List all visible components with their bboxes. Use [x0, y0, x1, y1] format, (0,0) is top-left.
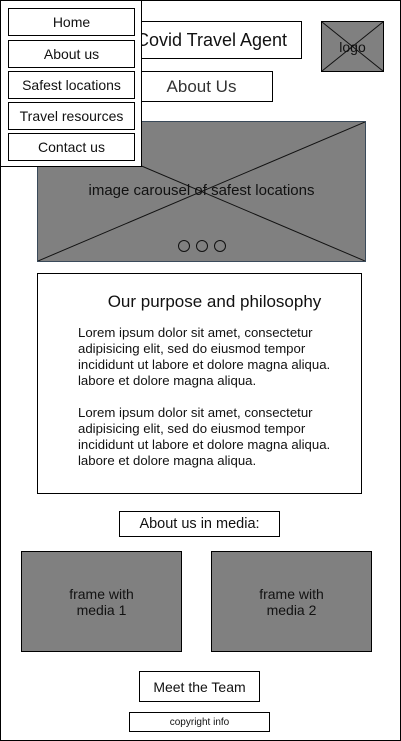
- nav-item-contact-us[interactable]: Contact us: [8, 133, 135, 161]
- nav-item-home[interactable]: Home: [8, 8, 135, 36]
- carousel-caption: image carousel of safest locations: [88, 182, 315, 199]
- carousel-dot[interactable]: [195, 240, 208, 252]
- carousel-dot[interactable]: [177, 240, 190, 252]
- nav-item-safest-locations[interactable]: Safest locations: [8, 71, 135, 99]
- purpose-heading: Our purpose and philosophy: [107, 292, 322, 311]
- media-frame-2[interactable]: frame with media 2: [211, 551, 372, 652]
- nav-item-label: Contact us: [38, 139, 105, 155]
- logo[interactable]: logo: [321, 21, 384, 72]
- copyright-info: copyright info: [129, 712, 270, 732]
- nav-item-travel-resources[interactable]: Travel resources: [8, 102, 135, 130]
- carousel-dot[interactable]: [213, 240, 226, 252]
- nav-item-label: Safest locations: [22, 77, 121, 93]
- purpose-paragraph: Lorem ipsum dolor sit amet, consectetur …: [78, 405, 331, 468]
- purpose-paragraph: Lorem ipsum dolor sit amet, consectetur …: [78, 325, 331, 388]
- site-title: Covid Travel Agent: [121, 21, 302, 59]
- nav-item-about-us[interactable]: About us: [8, 40, 135, 68]
- meet-the-team-label: Meet the Team: [153, 678, 246, 695]
- page-heading: About Us: [130, 71, 273, 102]
- copyright-text: copyright info: [169, 716, 230, 728]
- media-frame-label: frame with media 1: [69, 585, 134, 618]
- nav-item-label: About us: [43, 46, 100, 62]
- logo-placeholder-cross-icon: [322, 22, 383, 71]
- media-section-label-text: About us in media:: [139, 516, 260, 532]
- media-section-label: About us in media:: [119, 511, 280, 537]
- media-frame-1[interactable]: frame with media 1: [21, 551, 182, 652]
- page-heading-text: About Us: [166, 76, 237, 96]
- nav-item-label: Home: [52, 14, 91, 30]
- logo-label: logo: [339, 38, 366, 55]
- nav-item-label: Travel resources: [19, 108, 124, 124]
- meet-the-team-button[interactable]: Meet the Team: [139, 671, 260, 702]
- purpose-section: Our purpose and philosophy Lorem ipsum d…: [37, 273, 362, 494]
- site-title-text: Covid Travel Agent: [135, 29, 288, 50]
- nav-menu: Home About us Safest locations Travel re…: [1, 1, 142, 167]
- carousel-dots: [38, 240, 365, 252]
- media-frame-label: frame with media 2: [259, 585, 324, 618]
